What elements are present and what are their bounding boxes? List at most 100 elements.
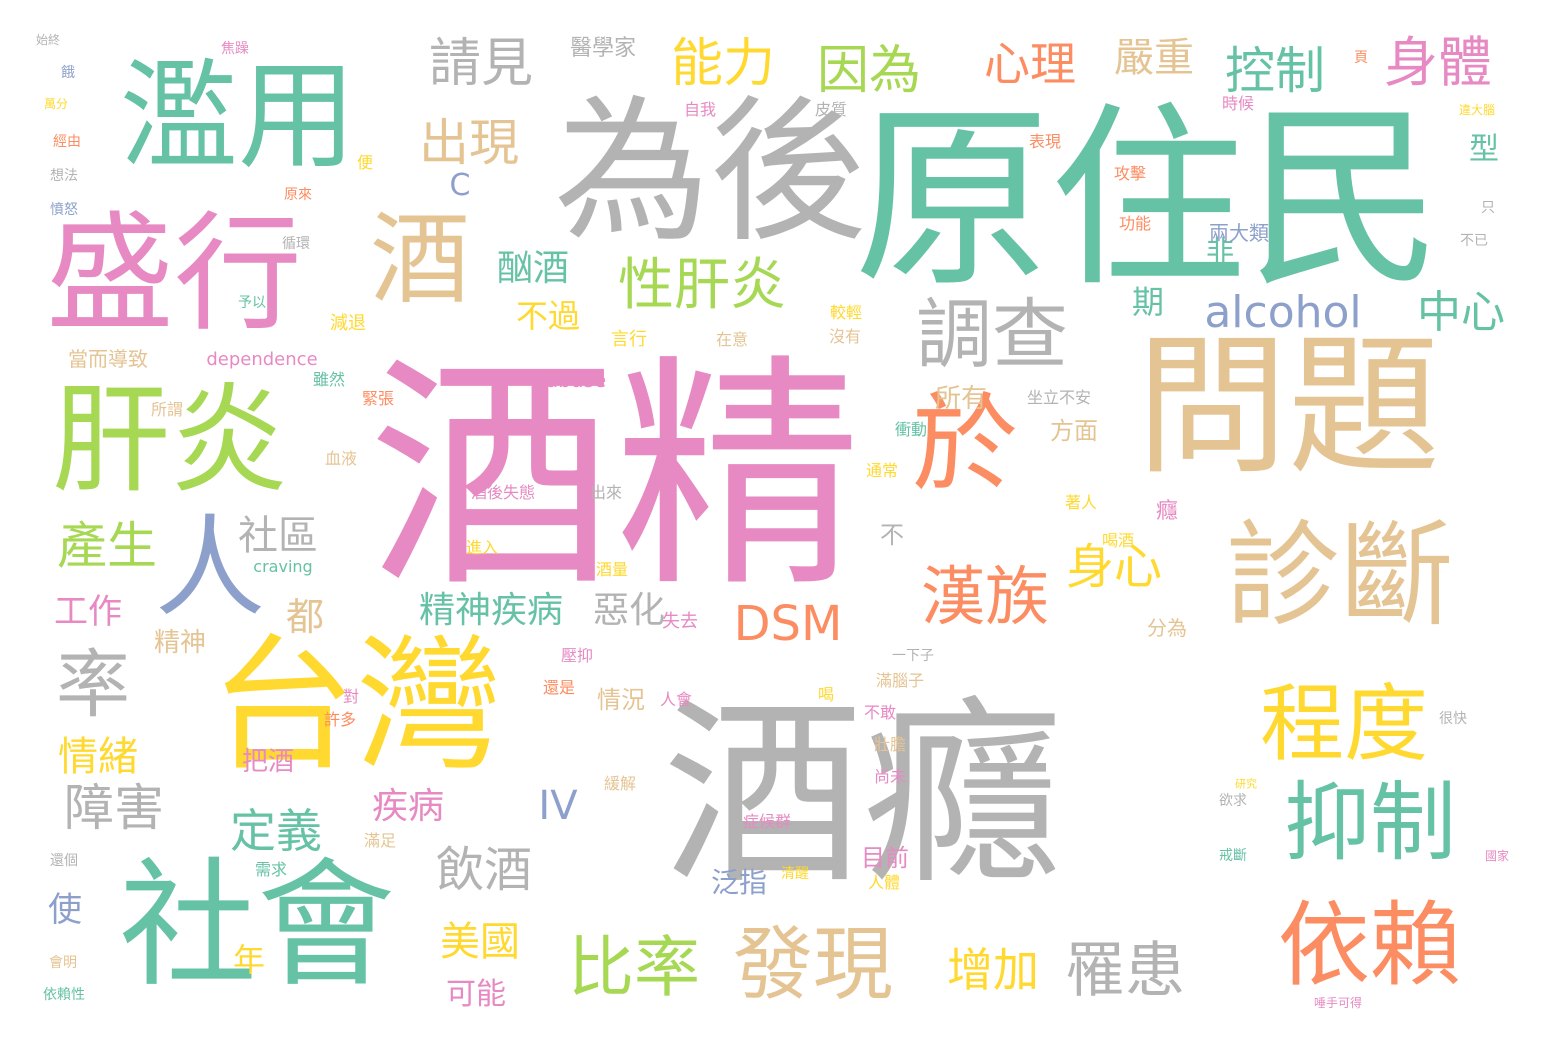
word-yu: 於	[912, 383, 1018, 506]
word-ziwo: 自我	[683, 100, 717, 119]
word-fei: 非	[1205, 234, 1235, 267]
word-qi: 期	[1131, 283, 1165, 321]
word-bu: 不	[880, 521, 904, 549]
word-ye: 頁	[1354, 50, 1368, 66]
word-bugan: 不敢	[863, 703, 897, 722]
word-keneng: 可能	[446, 977, 506, 1012]
word-dangerdaozhi: 當而導致	[68, 347, 148, 371]
word-gongzuo: 工作	[54, 592, 122, 632]
word-jinru: 進入	[465, 538, 499, 557]
word-jingshenjibing: 精神疾病	[418, 590, 564, 631]
word-e: 餓	[61, 65, 75, 81]
word-jingyou: 經由	[53, 134, 81, 150]
word-yuqiu: 欲求	[1219, 793, 1247, 809]
word-bian: 便	[356, 153, 374, 172]
word-ren: 人	[155, 504, 265, 632]
word-meiguo: 美國	[440, 919, 520, 965]
word-dou: 都	[285, 595, 325, 639]
word-shenxin: 身心	[1065, 539, 1163, 595]
word-zaiyi: 在意	[715, 330, 749, 349]
word-shangwei: 尚未	[873, 767, 907, 786]
word-yanxing: 言行	[611, 329, 647, 350]
word-craving: craving	[253, 557, 313, 576]
word-xingganyan: 性肝炎	[618, 253, 786, 318]
word-dependence: dependence	[206, 349, 318, 370]
word-yixiazi: 一下子	[892, 648, 934, 664]
word-jiu: 酒	[370, 201, 470, 318]
word-manzu: 滿足	[363, 831, 397, 850]
word-yixuejia: 醫學家	[569, 36, 637, 61]
word-biaoxian: 表現	[1028, 132, 1062, 151]
word-jiujing: 酒精	[368, 335, 862, 621]
word-tongchang: 通常	[865, 461, 899, 480]
word-jiuyin: 酒癮	[662, 679, 1064, 912]
word-jiaoqing: 較輕	[829, 303, 863, 322]
word-qingxing: 清醒	[781, 866, 809, 882]
word-xuqiu: 需求	[254, 860, 288, 879]
word-suoyou: 所有	[934, 384, 988, 414]
word-wanfen: 萬分	[43, 97, 69, 111]
word-yinjiu: 飲酒	[435, 842, 533, 898]
word-chongdong: 衝動	[894, 420, 928, 439]
word-qingxu: 情緒	[58, 734, 138, 780]
word-hejiu: 喝酒	[1101, 531, 1135, 550]
word-huiming: 會明	[49, 955, 77, 971]
word-dsm: DSM	[733, 596, 843, 652]
word-ehua: 惡化	[592, 590, 666, 631]
word-xueye: 血液	[324, 449, 358, 468]
word-weihou: 為後	[554, 81, 866, 263]
word-shihou: 時候	[1221, 94, 1255, 113]
word-tuoshoukede: 唾手可得	[1313, 996, 1363, 1010]
word-taiwan: 台灣	[210, 621, 502, 791]
word-lanyong: 濫用	[119, 47, 357, 185]
word-alcohol: alcohol	[1204, 287, 1362, 338]
word-haishi: 還是	[542, 678, 576, 697]
word-yuanlai: 原來	[284, 187, 312, 203]
word-zengjia: 增加	[947, 943, 1039, 997]
word-yayi: 壓抑	[560, 646, 594, 665]
word-jieduan: 戒斷	[1219, 848, 1247, 864]
word-zhenduan: 診斷	[1225, 509, 1455, 642]
word-xiangfa: 想法	[50, 168, 78, 184]
word-yinwei: 因為	[816, 41, 922, 101]
word-fangmian: 方面	[1050, 417, 1098, 445]
word-bilv: 比率	[568, 929, 700, 1006]
word-diaocha: 調查	[916, 290, 1068, 379]
word-jiuhoushitai: 酒後失態	[470, 483, 536, 502]
word-haige: 還個	[50, 853, 78, 869]
word-ganyan: 肝炎	[51, 371, 289, 509]
word-jiantui: 減退	[330, 313, 366, 334]
word-xinli: 心理	[984, 37, 1076, 91]
word-kongzhi: 控制	[1225, 42, 1325, 100]
word-chuxian: 出現	[419, 114, 519, 172]
word-mannaozi: 滿腦子	[875, 671, 925, 690]
word-muqian: 目前	[861, 844, 909, 872]
word-xing: 型	[1469, 132, 1499, 167]
word-fennu: 憤怒	[50, 202, 78, 218]
word-yanjiu: 研究	[1235, 777, 1257, 791]
word-liangdalei: 兩大類	[1209, 221, 1269, 245]
word-suowei: 所謂	[150, 400, 184, 419]
word-wenti: 問題	[1136, 318, 1440, 495]
word-shenti: 身體	[1384, 31, 1492, 94]
word-weidanao: 違大腦	[1458, 103, 1496, 117]
word-renhui: 人會	[659, 690, 693, 709]
word-yilaixing: 依賴性	[43, 987, 85, 1003]
word-jingshen: 精神	[153, 628, 207, 658]
word-abuse: abuse	[545, 368, 607, 392]
word-zhongxin: 中心	[1417, 287, 1505, 338]
word-hanzu: 漢族	[921, 561, 1049, 635]
word-renti: 人體	[867, 873, 901, 892]
word-huanjie: 緩解	[603, 774, 637, 793]
word-dingyi: 定義	[230, 804, 322, 858]
word-fenwei: 分為	[1147, 616, 1187, 640]
word-yanzhong: 嚴重	[1114, 35, 1194, 81]
word-c: C	[449, 168, 471, 203]
word-chengdu: 程度	[1259, 675, 1429, 773]
word-henkuai: 很快	[1439, 711, 1467, 727]
word-zhi: 只	[1481, 200, 1495, 216]
word-lihuan: 罹患	[1065, 936, 1185, 1006]
word-guojia: 國家	[1484, 849, 1510, 863]
word-zhuangdan: 壯膽	[873, 735, 907, 754]
